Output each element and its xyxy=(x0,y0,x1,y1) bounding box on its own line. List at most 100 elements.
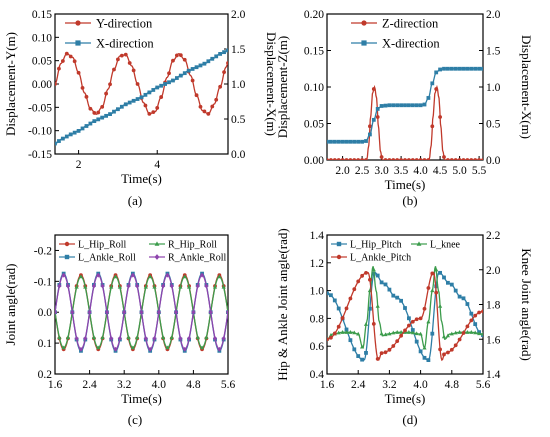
series-point xyxy=(151,88,156,92)
y-tick-label: 0.10 xyxy=(304,82,324,94)
series-point xyxy=(159,95,164,99)
series-point xyxy=(453,343,458,348)
y-right-tick-label: 0.5 xyxy=(231,114,246,126)
series-point xyxy=(61,345,66,350)
series-point xyxy=(407,323,411,328)
series-point xyxy=(457,158,462,160)
series-point xyxy=(91,335,97,339)
series-point xyxy=(208,309,213,315)
series-point xyxy=(55,82,57,86)
series-point xyxy=(383,103,388,108)
series-point xyxy=(407,158,411,160)
legend-marker xyxy=(64,254,70,260)
series-point xyxy=(442,275,446,280)
series-point xyxy=(422,158,427,160)
series-point xyxy=(368,132,372,137)
series-point xyxy=(186,284,192,289)
series-point xyxy=(84,94,89,99)
y-tick-label: 0.0 xyxy=(38,307,53,319)
series-point xyxy=(414,339,419,344)
series-point xyxy=(434,87,439,91)
y-right-tick-label: 1.6 xyxy=(486,334,501,346)
x-tick-label: 2 xyxy=(76,159,82,171)
legend: Z-direction X-direction xyxy=(351,17,440,51)
series-point xyxy=(449,347,454,352)
series-point xyxy=(403,328,407,333)
series-point xyxy=(379,351,384,356)
series-point xyxy=(364,350,368,355)
legend-label: L_Hip_Pitch xyxy=(350,240,402,251)
y-axis-label: Joint angle(rad) xyxy=(3,264,18,346)
y-right-axis-label: Knee Joint angle(rad) xyxy=(519,248,534,361)
series-point xyxy=(161,283,166,289)
y-axis-label: Displacement-Z(m) xyxy=(275,36,290,139)
series-point xyxy=(465,330,470,334)
series-point xyxy=(410,319,415,324)
series-point xyxy=(218,52,223,56)
series-point xyxy=(453,330,458,335)
series-point xyxy=(96,110,101,115)
legend: L_Hip_Roll R_Hip_Roll L_Ankle_Roll R_Ankle_… xyxy=(59,240,227,264)
series-point xyxy=(116,107,120,112)
series-point xyxy=(368,277,372,282)
series-point xyxy=(379,104,384,108)
series-point xyxy=(143,284,148,289)
series-point xyxy=(434,290,439,295)
series-point xyxy=(112,67,116,72)
series-point xyxy=(191,309,196,315)
series-point xyxy=(212,284,218,289)
series-point xyxy=(410,330,415,335)
series-point xyxy=(469,318,474,323)
series-point xyxy=(383,282,388,287)
series-point xyxy=(438,270,442,275)
series-point xyxy=(212,335,218,341)
series-point xyxy=(57,335,62,339)
series-point xyxy=(204,335,209,339)
series-point xyxy=(422,306,427,311)
series-point xyxy=(352,158,357,160)
series-point xyxy=(139,309,144,315)
series-point xyxy=(135,335,140,339)
legend-label: L_Ankle_Roll xyxy=(78,253,136,264)
series-point xyxy=(217,274,222,279)
series-point xyxy=(473,330,478,335)
series-point xyxy=(473,322,478,327)
series-point xyxy=(122,309,127,315)
series-point xyxy=(465,302,470,306)
series-point xyxy=(371,267,376,272)
y-right-tick-label: 2.0 xyxy=(486,265,501,277)
x-tick-label: 5.6 xyxy=(476,379,491,391)
legend-marker xyxy=(75,40,81,46)
y-right-tick-label: 1.0 xyxy=(231,79,246,91)
series-point xyxy=(78,274,84,279)
y-tick-label: 0.6 xyxy=(310,341,325,353)
series-point xyxy=(469,311,474,316)
series-point xyxy=(226,48,228,53)
y-right-axis-label: Displacement-X(m) xyxy=(519,35,534,139)
series-point xyxy=(395,158,400,160)
series-point xyxy=(461,158,466,160)
series-point xyxy=(163,82,167,86)
series-point xyxy=(171,78,175,83)
legend-label: Y-direction xyxy=(96,17,153,31)
series-point xyxy=(221,335,226,341)
series-point xyxy=(186,68,191,73)
legend-label: R_Hip_Roll xyxy=(168,240,217,251)
series-point xyxy=(143,335,148,341)
x-tick-label: 2.4 xyxy=(351,379,366,391)
series-point xyxy=(147,111,152,116)
series-point xyxy=(473,313,478,318)
series-point xyxy=(190,78,195,83)
series-point xyxy=(375,115,380,119)
series-point xyxy=(61,272,66,278)
series-point xyxy=(169,335,174,339)
series-point xyxy=(165,345,170,350)
series-point xyxy=(453,66,458,71)
panel-caption: (c) xyxy=(128,412,142,427)
series-point xyxy=(64,51,69,56)
x-tick-label: 5.5 xyxy=(472,165,487,177)
series-point xyxy=(387,331,392,336)
series-point xyxy=(155,106,160,110)
series-point xyxy=(352,287,357,292)
series-point xyxy=(195,335,200,339)
